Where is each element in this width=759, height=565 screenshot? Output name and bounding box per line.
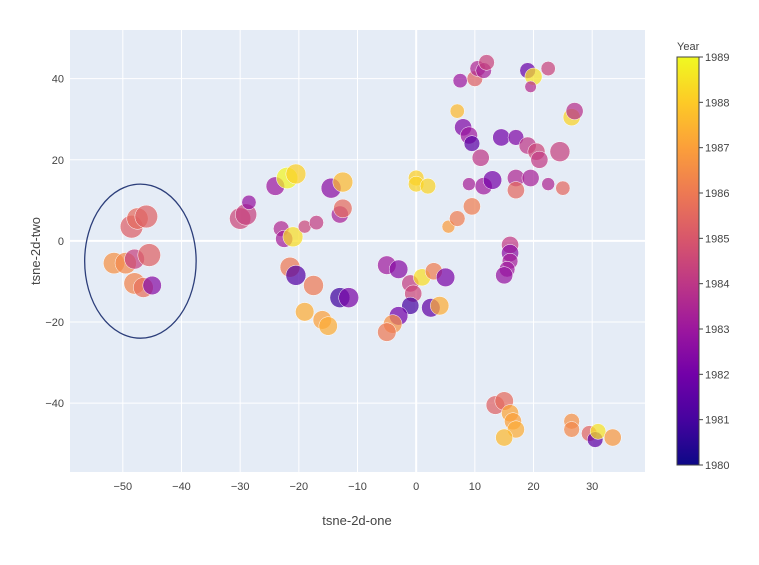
colorbar-tick-label: 1985: [705, 233, 729, 245]
data-point: [541, 177, 555, 191]
data-point: [565, 102, 584, 120]
data-point: [555, 180, 571, 196]
data-point: [463, 197, 481, 216]
colorbar-tick-label: 1983: [705, 324, 729, 336]
colorbar-tick-label: 1988: [705, 97, 729, 109]
data-point: [482, 170, 502, 190]
data-point: [449, 210, 466, 227]
data-point: [389, 259, 409, 279]
y-tick-label: −40: [45, 398, 64, 410]
data-point: [563, 421, 580, 438]
data-point: [419, 177, 437, 195]
x-tick-label: 10: [469, 481, 481, 493]
data-point: [430, 296, 450, 316]
data-point: [452, 73, 468, 89]
data-point: [285, 163, 307, 185]
data-point: [435, 267, 456, 287]
colorbar-ticks: 1980 1981 1982 1983 1984 1985 1986 1987 1988 1989: [699, 52, 729, 472]
x-tick-label: −40: [172, 481, 191, 493]
data-points: [103, 54, 622, 448]
data-point: [333, 198, 353, 218]
x-tick-label: 30: [586, 481, 598, 493]
data-point: [142, 275, 162, 296]
data-point: [530, 150, 549, 169]
x-tick-label: −30: [231, 481, 250, 493]
x-axis-label: tsne-2d-one: [322, 513, 391, 528]
colorbar-tick-label: 1984: [705, 279, 729, 291]
data-point: [589, 423, 607, 440]
data-point: [521, 169, 540, 187]
x-tick-label: −20: [289, 481, 308, 493]
data-point: [338, 287, 359, 308]
y-tick-label: −20: [45, 317, 64, 329]
y-tick-label: 20: [52, 155, 64, 167]
x-tick-label: −50: [113, 481, 132, 493]
data-point: [549, 141, 571, 162]
x-tick-label: −10: [348, 481, 367, 493]
colorbar-tick-label: 1986: [705, 188, 729, 200]
data-point: [478, 54, 495, 71]
data-point: [495, 266, 514, 285]
highlight-ellipse: [84, 183, 197, 339]
data-point: [471, 148, 490, 167]
colorbar-tick-label: 1980: [705, 460, 729, 472]
data-point: [495, 428, 514, 447]
data-point: [463, 135, 481, 152]
x-tick-label: 0: [413, 481, 419, 493]
data-point: [507, 181, 525, 200]
data-point: [492, 128, 511, 147]
data-point: [137, 243, 161, 267]
data-point: [295, 302, 315, 322]
data-point: [377, 322, 397, 342]
colorbar-tick-label: 1981: [705, 415, 729, 427]
data-point: [462, 177, 476, 191]
colorbar-tick-label: 1987: [705, 143, 729, 155]
data-point: [449, 103, 465, 119]
axis-ticks: −50 −40 −30 −20 −10 0 10 20 30 −40 −20 0 20 40: [45, 74, 598, 493]
data-point: [134, 204, 158, 229]
colorbar: [676, 56, 700, 466]
data-point: [524, 80, 537, 93]
data-point: [303, 275, 324, 296]
x-tick-label: 20: [527, 481, 539, 493]
y-tick-label: 40: [52, 74, 64, 86]
data-point: [603, 428, 622, 447]
data-point: [285, 265, 307, 286]
colorbar-tick-label: 1989: [705, 52, 729, 64]
colorbar-title: Year: [677, 41, 700, 53]
data-point: [308, 215, 324, 231]
data-point: [241, 194, 257, 210]
data-point: [318, 316, 338, 336]
y-axis-label: tsne-2d-two: [28, 217, 43, 285]
data-point: [540, 61, 556, 76]
colorbar-tick-label: 1982: [705, 369, 729, 381]
data-point: [332, 171, 354, 193]
y-tick-label: 0: [58, 236, 64, 248]
grid-lines: [70, 30, 645, 472]
data-point: [282, 226, 304, 248]
